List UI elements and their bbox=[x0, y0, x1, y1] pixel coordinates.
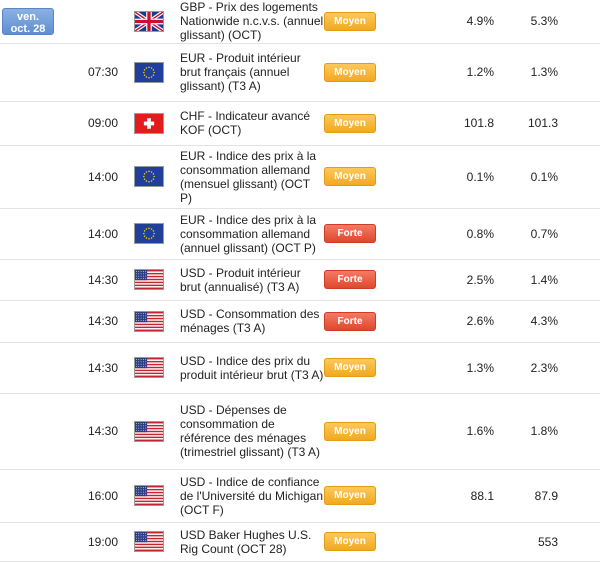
event-title[interactable]: USD - Indice des prix du produit intérie… bbox=[180, 353, 324, 382]
event-title[interactable]: GBP - Prix des logements Nationwide n.c.… bbox=[180, 0, 324, 43]
forecast-value: 4.3% bbox=[530, 314, 558, 328]
usd-flag-icon bbox=[134, 357, 164, 378]
table-row[interactable]: 14:30 USD - Dépenses de consommation de … bbox=[0, 393, 600, 469]
actual-value: 4.9% bbox=[466, 14, 494, 29]
actual-value: 1.3% bbox=[466, 360, 494, 375]
usd-flag-icon bbox=[134, 420, 164, 442]
event-title[interactable]: EUR - Produit intérieur brut français (a… bbox=[180, 51, 301, 93]
table-row[interactable]: 14:00 EUR - Indice des prix à la consomm… bbox=[0, 145, 600, 208]
forecast-value: 5.3% bbox=[530, 14, 558, 29]
importance-badge: Forte bbox=[324, 270, 376, 289]
importance-badge: Moyen bbox=[324, 62, 376, 82]
usd-flag-icon bbox=[134, 531, 164, 552]
table-row[interactable]: 14:00 EUR - Indice des prix à la consomm… bbox=[0, 208, 600, 259]
event-title[interactable]: USD Baker Hughes U.S. Rig Count (OCT 28) bbox=[180, 527, 312, 556]
importance-badge: Moyen bbox=[324, 167, 376, 186]
forecast-value: 1.3% bbox=[530, 65, 558, 79]
event-time: 16:00 bbox=[87, 488, 118, 503]
forecast-value: 553 bbox=[537, 534, 558, 549]
event-title[interactable]: USD - Produit intérieur brut (annualisé)… bbox=[180, 265, 301, 294]
importance-badge: Moyen bbox=[324, 421, 376, 441]
event-time: 14:30 bbox=[87, 360, 118, 375]
forecast-value: 1.4% bbox=[530, 272, 558, 287]
event-title[interactable]: EUR - Indice des prix à la consommation … bbox=[180, 212, 317, 255]
actual-value: 2.5% bbox=[466, 272, 494, 287]
event-title[interactable]: EUR - Indice des prix à la consommation … bbox=[180, 148, 317, 205]
event-title[interactable]: USD - Indice de confiance de l'Universit… bbox=[180, 474, 324, 517]
event-title[interactable]: CHF - Indicateur avancé KOF (OCT) bbox=[180, 109, 311, 137]
importance-badge: Moyen bbox=[324, 113, 376, 133]
event-time: 19:00 bbox=[87, 534, 118, 549]
actual-value: 2.6% bbox=[466, 314, 494, 328]
table-row[interactable]: 19:00 USD Baker Hughes U.S. Rig Count (O… bbox=[0, 522, 600, 561]
gbp-flag-icon bbox=[134, 10, 164, 32]
forecast-value: 87.9 bbox=[534, 488, 558, 503]
usd-flag-icon bbox=[134, 485, 164, 506]
importance-badge: Moyen bbox=[324, 11, 376, 31]
event-time: 14:30 bbox=[87, 314, 118, 328]
actual-value: 1.6% bbox=[466, 424, 494, 438]
event-time: 14:30 bbox=[87, 272, 118, 287]
table-row[interactable]: 07:30 EUR - Produit intérieur brut franç… bbox=[0, 43, 600, 101]
event-time: 14:00 bbox=[87, 226, 118, 241]
event-time bbox=[60, 0, 118, 43]
table-row[interactable]: 14:30 USD - Produit intérieur brut (annu… bbox=[0, 259, 600, 300]
event-time: 14:00 bbox=[87, 169, 118, 184]
actual-value: 101.8 bbox=[463, 116, 494, 130]
date-badge: ven. oct. 28 bbox=[2, 7, 54, 35]
importance-badge: Forte bbox=[324, 311, 376, 331]
event-time: 09:00 bbox=[87, 116, 118, 130]
table-row[interactable]: 09:00 CHF - Indicateur avancé KOF (OCT) … bbox=[0, 101, 600, 145]
event-title[interactable]: USD - Consommation des ménages (T3 A) bbox=[180, 307, 320, 335]
actual-value: 0.8% bbox=[466, 226, 494, 241]
chf-flag-icon bbox=[134, 112, 164, 134]
actual-value: 1.2% bbox=[466, 65, 494, 79]
usd-flag-icon bbox=[134, 310, 164, 332]
date-month-day: oct. 28 bbox=[10, 22, 46, 35]
date-day: ven. bbox=[16, 10, 39, 23]
event-title[interactable]: USD - Dépenses de consommation de référe… bbox=[180, 403, 321, 459]
eur-flag-icon bbox=[134, 223, 164, 244]
actual-value: 88.1 bbox=[470, 488, 494, 503]
eur-flag-icon bbox=[134, 166, 164, 187]
table-row[interactable]: ven. oct. 28 GBP - Prix des logements Na… bbox=[0, 0, 600, 43]
actual-value bbox=[416, 522, 494, 561]
eur-flag-icon bbox=[134, 61, 164, 83]
importance-badge: Moyen bbox=[324, 532, 376, 551]
forecast-value: 101.3 bbox=[527, 116, 558, 130]
forecast-value: 0.7% bbox=[530, 226, 558, 241]
importance-badge: Moyen bbox=[324, 358, 376, 377]
date-cell: ven. oct. 28 bbox=[0, 0, 60, 43]
forecast-value: 2.3% bbox=[530, 360, 558, 375]
importance-badge: Moyen bbox=[324, 486, 376, 505]
usd-flag-icon bbox=[134, 269, 164, 290]
actual-value: 0.1% bbox=[466, 169, 494, 184]
importance-badge: Forte bbox=[324, 224, 376, 243]
table-row[interactable]: 14:30 USD - Consommation des ménages (T3… bbox=[0, 300, 600, 342]
event-time: 14:30 bbox=[87, 424, 118, 438]
forecast-value: 0.1% bbox=[530, 169, 558, 184]
table-row[interactable]: 14:30 USD - Indice des prix du produit i… bbox=[0, 342, 600, 393]
forecast-value: 1.8% bbox=[530, 424, 558, 438]
event-time: 07:30 bbox=[87, 65, 118, 79]
table-row[interactable]: 16:00 USD - Indice de confiance de l'Uni… bbox=[0, 469, 600, 522]
